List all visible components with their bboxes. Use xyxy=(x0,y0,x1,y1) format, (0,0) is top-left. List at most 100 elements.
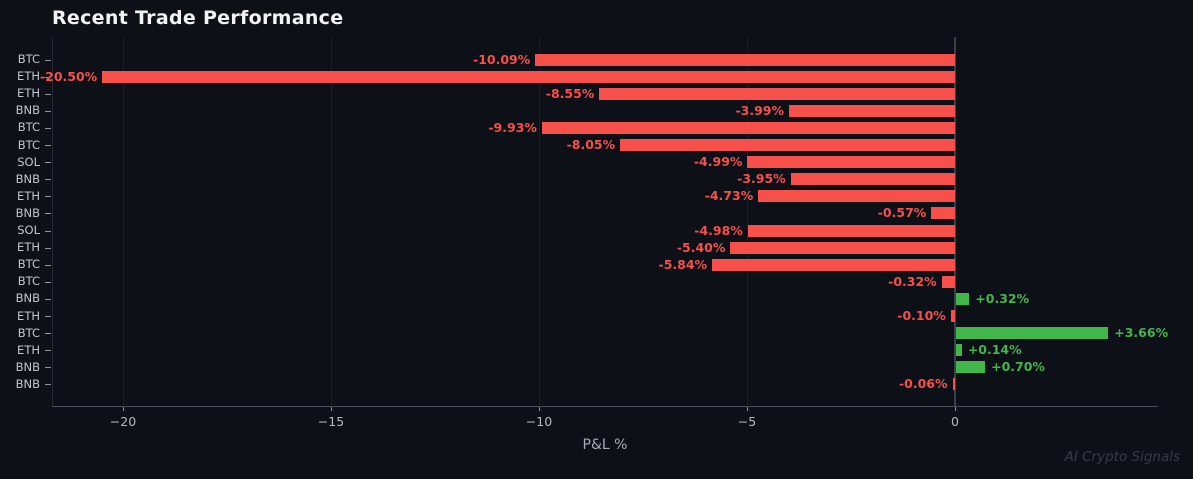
bar-value-label: -9.93% xyxy=(488,119,537,135)
bar xyxy=(790,173,955,186)
x-tick xyxy=(747,407,748,411)
y-axis-label: BNB xyxy=(15,359,40,374)
bar xyxy=(941,275,955,288)
x-tick xyxy=(331,407,332,411)
y-tick xyxy=(45,367,51,368)
y-tick xyxy=(45,316,51,317)
bar xyxy=(956,292,970,305)
bar-value-label: +3.66% xyxy=(1114,325,1169,341)
y-axis-label: BTC xyxy=(17,137,40,152)
bar-value-label: +0.70% xyxy=(991,359,1045,375)
bar-value-label: -5.84% xyxy=(658,256,708,272)
x-tick xyxy=(955,407,956,411)
bar-value-label: -3.95% xyxy=(737,171,786,187)
y-axis-label: BTC xyxy=(17,52,40,66)
bar-value-label: -0.32% xyxy=(888,273,937,289)
gridline xyxy=(747,37,748,407)
y-tick xyxy=(45,265,51,266)
chart-title: Recent Trade Performance xyxy=(52,7,344,29)
bar-value-label: -3.99% xyxy=(735,102,785,118)
y-tick xyxy=(45,384,51,385)
y-axis-label: BNB xyxy=(15,171,40,186)
bar xyxy=(620,139,955,151)
y-axis-label: ETH xyxy=(17,342,40,357)
bar xyxy=(535,53,955,66)
plot-area xyxy=(52,37,1158,407)
y-axis-label: BNB xyxy=(15,291,40,306)
bar xyxy=(102,70,955,83)
y-tick xyxy=(45,94,51,95)
bar-value-label: -4.73% xyxy=(704,188,754,204)
y-tick xyxy=(45,128,51,129)
y-axis-label: BTC xyxy=(17,257,40,272)
bar xyxy=(956,344,962,357)
bar-value-label: -8.05% xyxy=(566,137,616,152)
gridline xyxy=(123,37,124,407)
y-tick xyxy=(45,60,51,61)
y-tick xyxy=(45,162,51,163)
y-axis-label: ETH xyxy=(17,240,40,255)
y-axis-label: BTC xyxy=(17,325,40,340)
y-axis-label: BNB xyxy=(15,103,40,118)
x-tick xyxy=(539,407,540,411)
bar xyxy=(758,190,955,203)
y-tick xyxy=(45,350,51,351)
y-tick xyxy=(45,179,51,180)
bar xyxy=(730,241,955,254)
y-tick xyxy=(45,145,51,146)
y-axis-label: SOL xyxy=(17,154,40,169)
y-tick xyxy=(45,248,51,249)
x-tick-label: −10 xyxy=(525,414,553,429)
y-tick xyxy=(45,299,51,300)
x-tick-label: −5 xyxy=(737,414,757,429)
y-axis-label: ETH xyxy=(17,86,40,101)
bar xyxy=(956,361,986,374)
bar-value-label: -10.09% xyxy=(473,51,531,67)
bar-value-label: +0.14% xyxy=(967,342,1022,358)
y-axis-label: BNB xyxy=(15,376,40,391)
x-tick-label: 0 xyxy=(951,414,959,429)
bar xyxy=(747,224,955,237)
bar-value-label: -4.99% xyxy=(693,154,743,170)
bar-value-label: -5.40% xyxy=(676,239,726,255)
gridline xyxy=(331,37,332,407)
bar xyxy=(789,104,955,117)
bar xyxy=(956,327,1109,340)
bar-value-label: -0.10% xyxy=(897,308,946,323)
x-tick xyxy=(123,407,124,411)
y-axis-label: ETH xyxy=(17,308,40,323)
bar xyxy=(599,87,955,100)
bar xyxy=(952,378,955,391)
bar-value-label: -8.55% xyxy=(545,85,595,101)
x-tick-label: −15 xyxy=(317,414,345,429)
bar-value-label: -0.06% xyxy=(898,376,948,392)
y-tick xyxy=(45,333,51,334)
y-axis-label: SOL xyxy=(17,223,40,237)
y-tick xyxy=(45,196,51,197)
zero-gridline xyxy=(954,37,956,407)
x-axis-label: P&L % xyxy=(582,437,628,453)
y-tick xyxy=(45,231,51,232)
bar xyxy=(712,258,955,271)
bar xyxy=(950,310,955,322)
x-tick-label: −20 xyxy=(109,414,137,429)
y-tick xyxy=(45,282,51,283)
bar-value-label: -20.50% xyxy=(39,68,98,84)
y-axis-label: BTC xyxy=(17,274,40,289)
y-axis-label: BNB xyxy=(15,205,40,220)
gridline xyxy=(539,37,540,407)
y-tick xyxy=(45,77,51,78)
y-tick xyxy=(45,111,51,112)
bar-value-label: +0.32% xyxy=(975,290,1030,306)
y-axis-label: ETH xyxy=(17,69,40,84)
bar xyxy=(747,156,955,169)
y-axis-label: BTC xyxy=(17,120,40,135)
bar-value-label: -0.57% xyxy=(877,205,927,221)
bar xyxy=(541,121,955,134)
y-axis-label: ETH xyxy=(17,188,40,203)
y-tick xyxy=(45,213,51,214)
bar xyxy=(931,207,955,220)
bar-value-label: -4.98% xyxy=(694,222,743,238)
watermark-text: AI Crypto Signals xyxy=(1064,449,1180,465)
